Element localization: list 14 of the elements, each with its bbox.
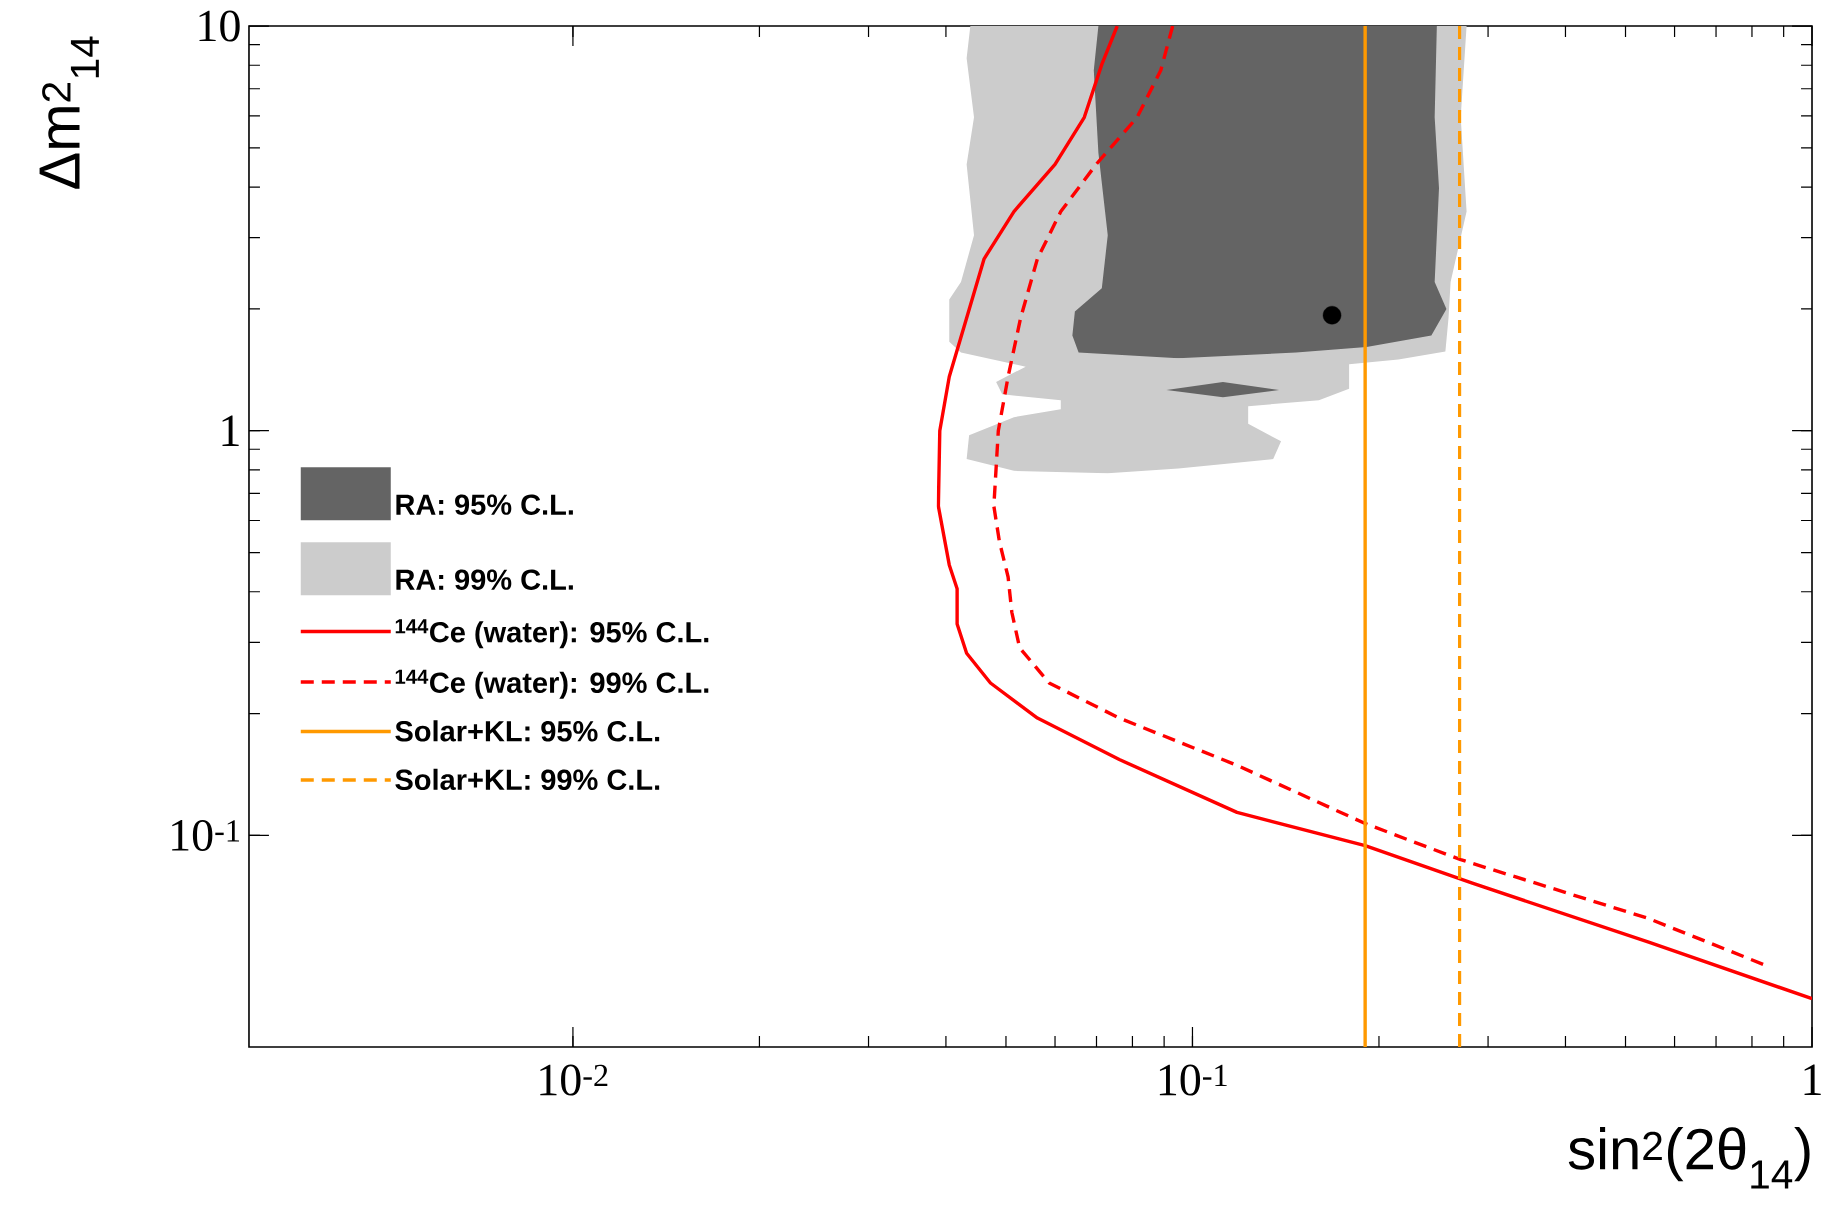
y-tick-label: 1	[222, 415, 239, 446]
y-axis-title: Δm$^{2}$14	[39, 36, 99, 189]
x-tick-label: 10$^{-1}$	[1159, 1064, 1227, 1096]
legend-label: $^{144}$Ce (water): 99% C.L.	[395, 669, 709, 699]
y-tick-label: 10$^{-1}$	[172, 819, 240, 851]
legend-label: $^{144}$Ce (water): 95% C.L.	[395, 619, 709, 649]
legend-label: RA: 99% C.L.	[396, 569, 573, 590]
legend-label: Solar+KL: 95% C.L.	[395, 720, 660, 742]
x-axis-title: sin$^{2}$(2θ$_{14}$)	[1568, 1127, 1810, 1189]
legend-label: RA: 95% C.L.	[396, 494, 573, 515]
y-tick-label: 10	[199, 10, 240, 42]
legend-label: Solar+KL: 99% C.L.	[395, 768, 660, 791]
x-tick-label: 1	[1804, 1064, 1821, 1095]
x-tick-label: 10$^{-2}$	[540, 1064, 608, 1096]
